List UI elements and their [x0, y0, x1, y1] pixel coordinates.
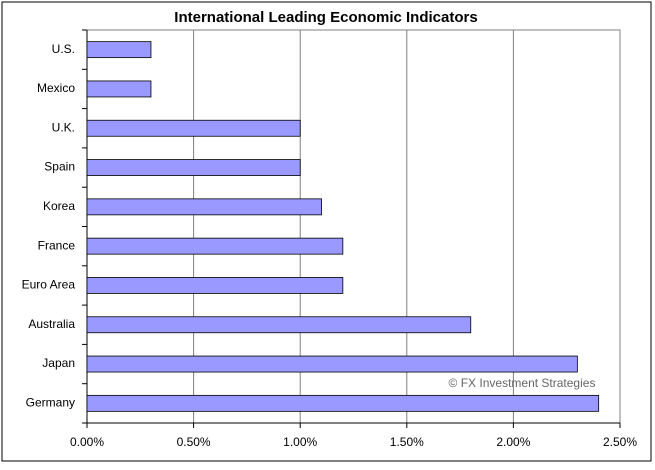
y-tick-label: Germany	[26, 396, 75, 410]
bar	[86, 394, 600, 412]
x-tick-label: 2.00%	[496, 435, 530, 449]
bar	[86, 355, 578, 373]
y-tick-label: U.S.	[52, 42, 75, 56]
annotation: © FX Investment Strategies	[449, 376, 596, 390]
x-tick-label: 2.50%	[603, 435, 637, 449]
y-tick-label: Euro Area	[22, 278, 76, 292]
bar	[86, 119, 301, 137]
chart-title: International Leading Economic Indicator…	[174, 9, 477, 26]
x-tick-label: 1.50%	[390, 435, 424, 449]
y-tick-label: France	[38, 238, 76, 252]
y-tick-label: U.K.	[52, 120, 75, 134]
x-tick-label: 1.00%	[283, 435, 317, 449]
bar	[86, 41, 152, 59]
marks	[86, 41, 600, 412]
y-tick-label: Spain	[44, 160, 75, 174]
bar	[86, 316, 472, 334]
y-tick-label: Japan	[42, 356, 75, 370]
y-tick-label: Australia	[28, 317, 75, 331]
y-tick-label: Korea	[43, 199, 75, 213]
bar	[86, 237, 344, 255]
y-tick-label: Mexico	[37, 81, 75, 95]
bar	[86, 80, 152, 98]
bar	[86, 198, 322, 216]
x-tick-label: 0.00%	[70, 435, 104, 449]
bar	[86, 159, 301, 176]
x-tick-label: 0.50%	[177, 435, 211, 449]
bar	[86, 277, 344, 294]
